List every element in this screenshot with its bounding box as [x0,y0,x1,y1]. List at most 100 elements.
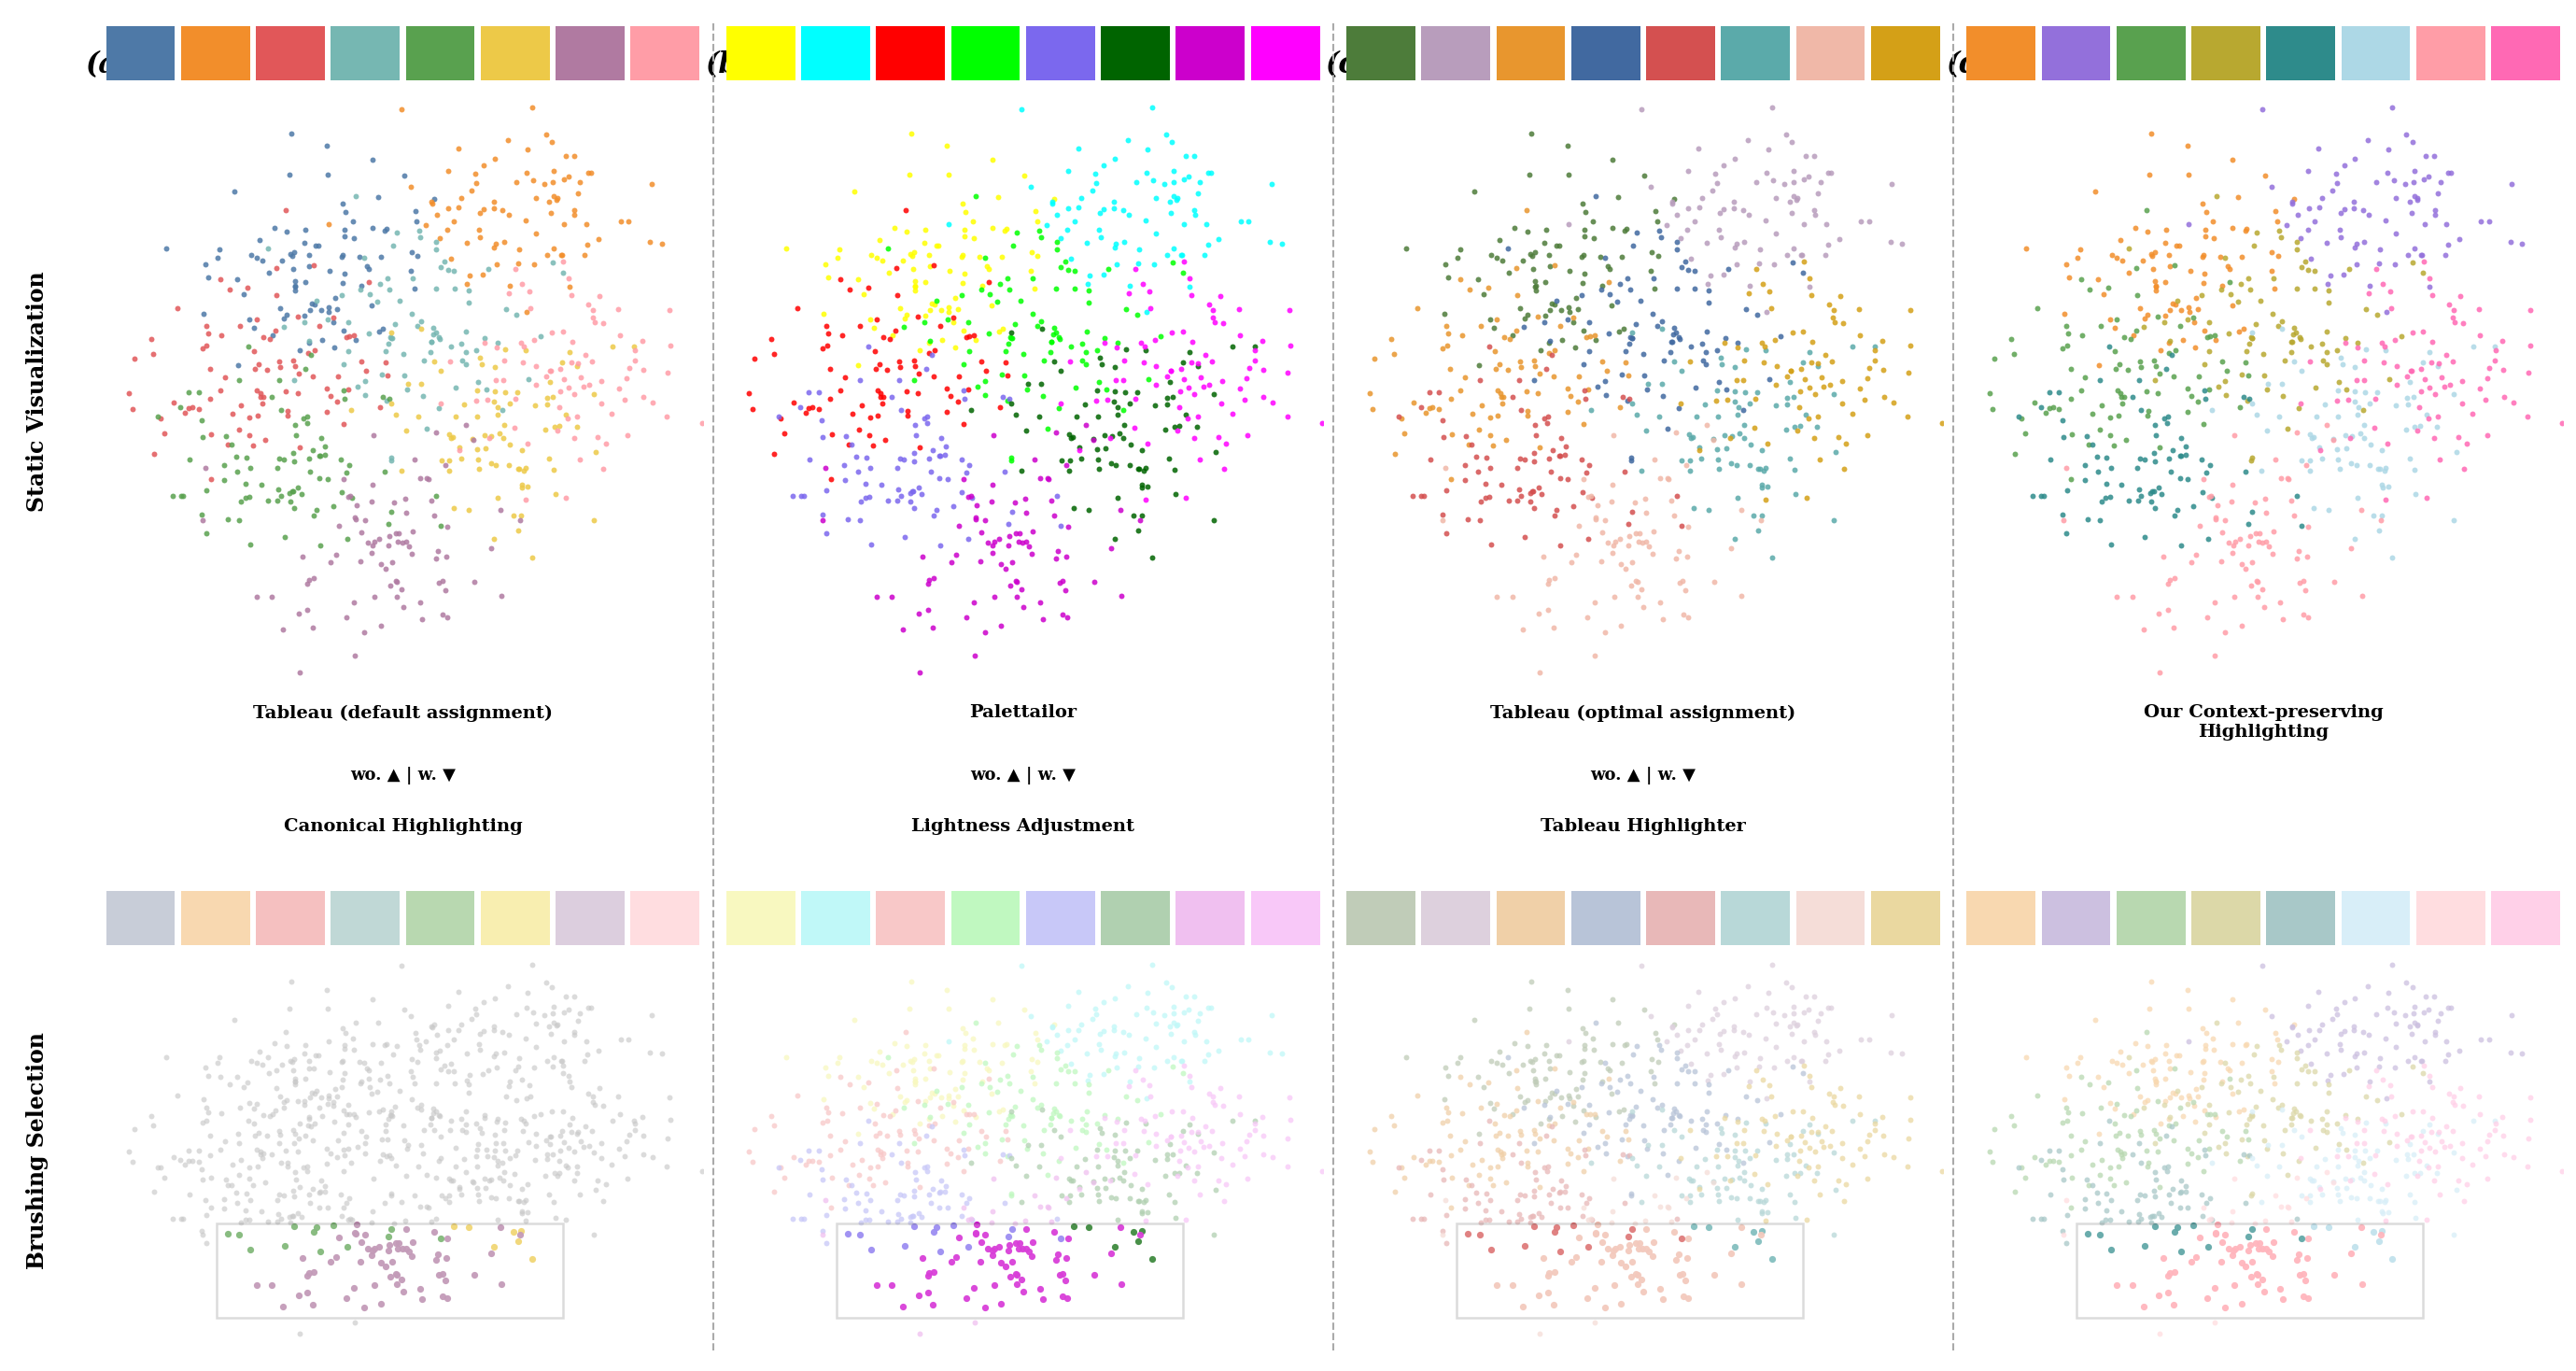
Point [1499,1086,1540,1108]
Point [909,447,951,469]
Point [2468,1131,2509,1153]
Point [286,1265,327,1287]
Point [1788,1065,1829,1087]
Point [1811,351,1852,373]
Point [273,1185,314,1206]
Point [889,165,930,186]
Point [1579,1052,1620,1073]
Point [531,252,572,274]
Point [1656,321,1698,343]
Point [526,366,567,388]
Point [984,558,1025,580]
Point [1610,388,1651,410]
Point [2107,237,2148,259]
Point [1847,367,1888,389]
Point [1548,1061,1589,1083]
Point [327,340,368,362]
Point [1218,1138,1260,1160]
Point [855,587,896,609]
Bar [2076,1223,2424,1318]
Point [2244,1130,2285,1152]
Point [1133,395,1175,417]
Point [2277,548,2318,570]
Point [487,1075,528,1097]
Point [2081,491,2123,513]
Point [1703,197,1744,219]
Point [533,387,574,409]
Point [1839,325,1880,347]
Point [2136,276,2177,298]
Point [1100,1167,1141,1189]
Point [837,355,878,377]
Point [1847,1131,1888,1153]
Point [1788,1071,1829,1093]
Point [1450,435,1492,457]
Point [2414,1024,2455,1046]
Point [1749,1086,1790,1108]
Point [1754,1105,1795,1127]
Point [1708,258,1749,280]
Point [2117,1211,2159,1233]
Point [819,1046,860,1068]
Point [2282,603,2324,625]
Point [1378,1156,1419,1178]
Point [1133,254,1175,276]
Point [613,339,654,361]
Point [2349,392,2391,414]
Point [871,1274,912,1296]
Point [1190,351,1231,373]
Bar [801,26,871,81]
Point [1077,1004,1118,1026]
Point [1507,1139,1548,1161]
Point [495,1164,536,1186]
Point [2004,422,2045,444]
Point [2154,255,2195,277]
Point [945,1145,987,1167]
Point [2295,259,2336,281]
Point [1625,1219,1667,1241]
Point [304,1180,345,1202]
Point [240,1201,281,1223]
Point [1522,1248,1564,1270]
Point [2272,1017,2313,1039]
Point [2452,1154,2494,1176]
Point [884,307,925,329]
Point [1507,1035,1548,1057]
Point [1587,322,1628,344]
Point [1535,499,1577,521]
Point [263,1296,304,1318]
Point [2267,1164,2308,1186]
Point [2434,384,2476,406]
Point [2244,1115,2285,1137]
Point [209,1174,250,1196]
Point [294,1130,335,1152]
Point [1772,976,1814,998]
Point [1783,262,1824,284]
Point [2120,1152,2161,1174]
Point [2362,505,2403,526]
Point [2166,979,2208,1001]
Point [2303,393,2344,415]
Point [484,1139,526,1161]
Point [294,1083,335,1105]
Point [1798,182,1839,204]
Point [1747,162,1788,184]
Point [255,258,296,280]
Point [430,350,471,372]
Point [1811,162,1852,184]
Point [219,509,260,531]
Point [412,1120,453,1142]
Point [943,262,984,284]
Point [2416,1156,2458,1178]
Point [2357,304,2398,326]
Point [1432,1167,1473,1189]
Point [265,404,307,426]
Point [1092,191,1133,213]
Bar [180,26,250,81]
Point [2362,1120,2403,1142]
Point [1723,230,1765,252]
Point [1600,1252,1641,1274]
Point [188,1101,229,1123]
Point [477,337,518,359]
Point [2501,233,2543,255]
